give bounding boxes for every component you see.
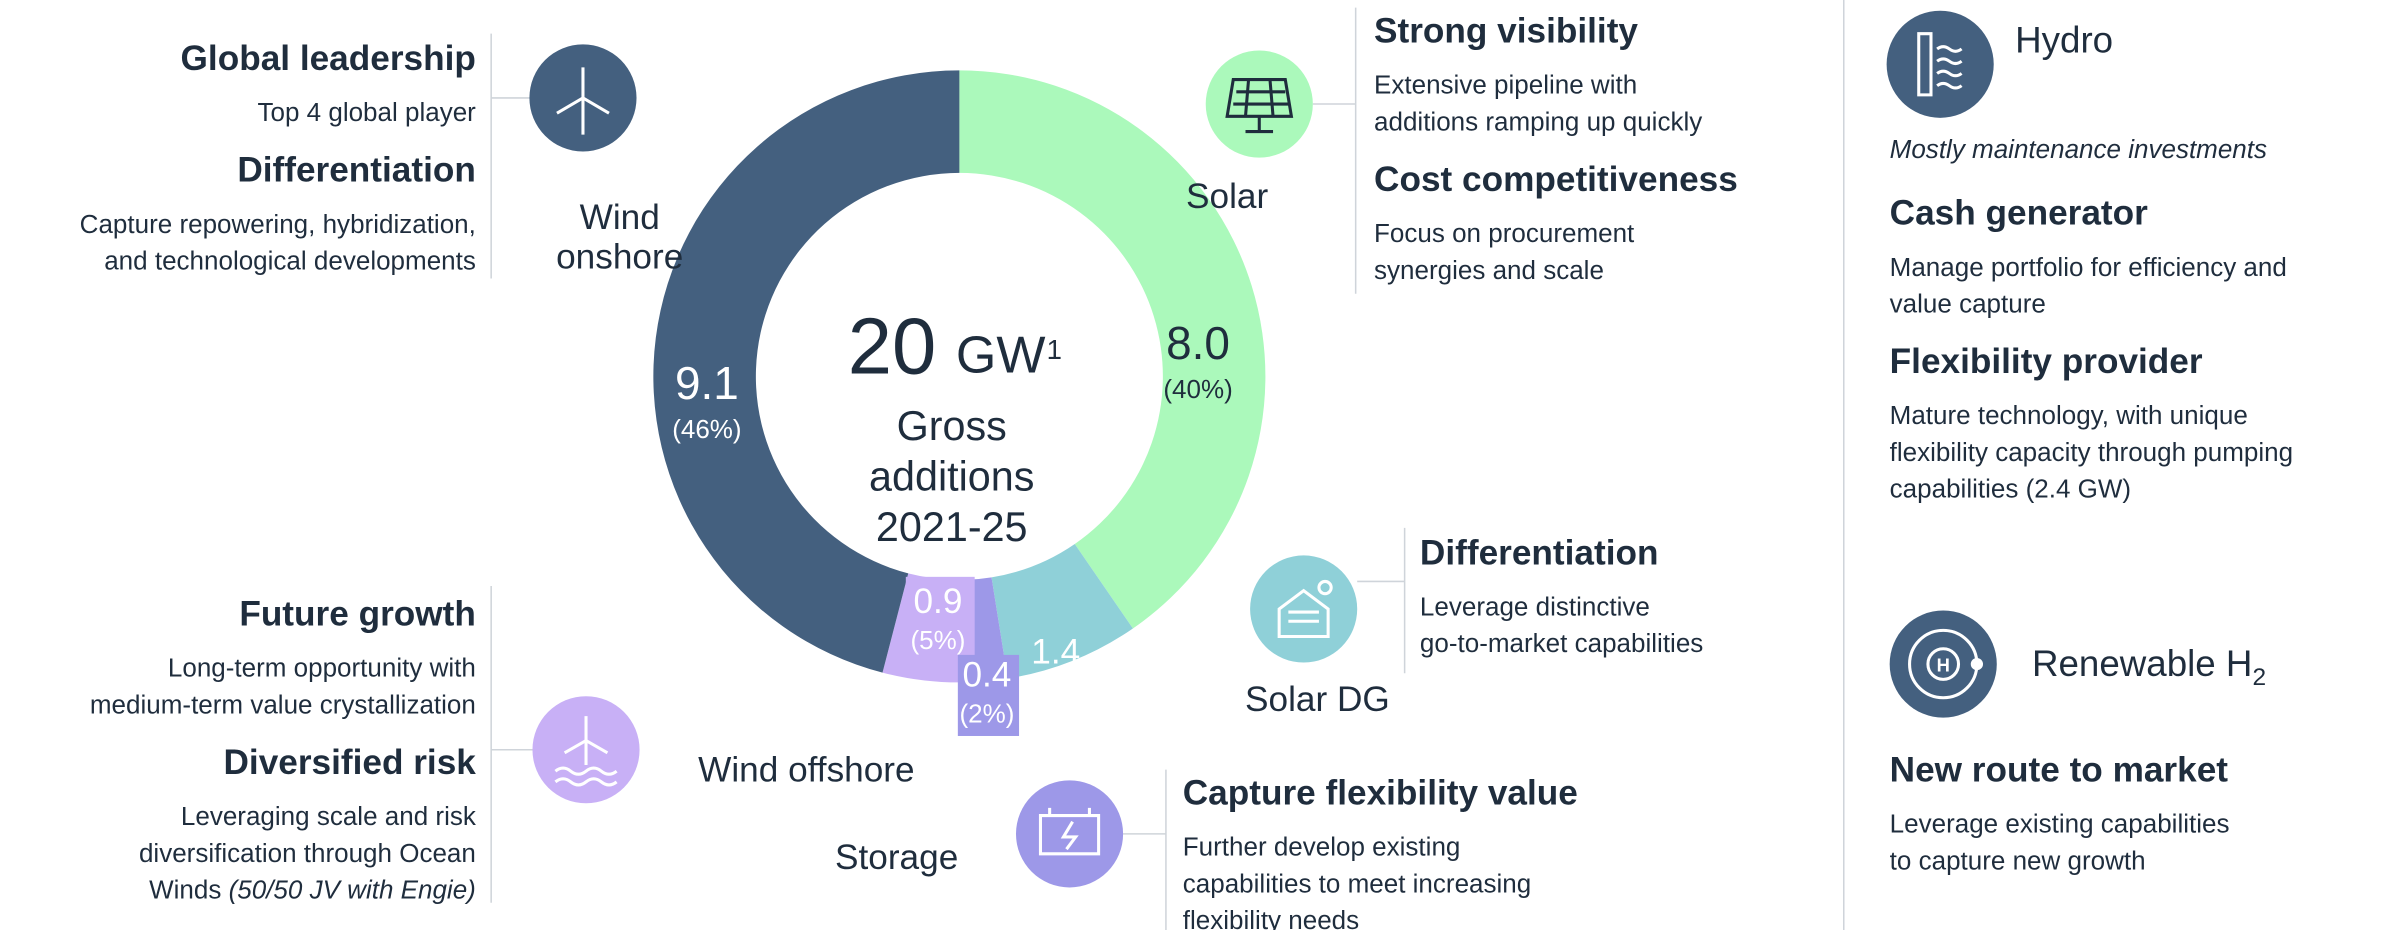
section-heading: Global leadership	[180, 37, 476, 78]
storage-icon	[1015, 780, 1124, 888]
share-label: (40%)	[1163, 375, 1233, 405]
section-text: Further develop existing	[1182, 832, 1461, 862]
category-label: Solar DG	[1245, 679, 1390, 719]
total-unit: GW	[955, 326, 1046, 385]
section-heading: Strong visibility	[1374, 10, 1639, 51]
section-text: Manage portfolio for efficiency and	[1889, 252, 2287, 282]
donut-segment	[653, 70, 960, 673]
share-label: (46%)	[672, 415, 742, 445]
section-text: and technological developments	[104, 246, 476, 276]
hydro-icon	[1886, 10, 1994, 118]
section-text: Mature technology, with unique	[1889, 401, 2248, 431]
section-heading: Capture flexibility value	[1182, 772, 1578, 813]
value-label: 1.4	[1031, 631, 1081, 672]
section-text: Leverage existing capabilities	[1889, 809, 2230, 839]
share-label: (5%)	[910, 626, 966, 656]
hydro-title: Hydro	[2015, 20, 2114, 62]
section-text: Top 4 global player	[257, 98, 476, 128]
section-heading: Cost competitiveness	[1374, 158, 1738, 199]
section-heading: New route to market	[1889, 749, 2228, 790]
donut	[653, 70, 1266, 736]
label-box	[905, 576, 975, 657]
section-text: Leveraging scale and risk	[180, 802, 476, 832]
share-label: 7%	[1036, 676, 1075, 706]
section-text: Winds (50/50 JV with Engie)	[149, 875, 476, 905]
value-label: 9.1	[674, 359, 739, 410]
h2-core	[1926, 647, 1961, 681]
center-label: Gross additions 2021-25	[869, 403, 1035, 551]
wind-icon-glyph	[556, 67, 610, 135]
category-label: Storage	[835, 836, 959, 877]
donut-segment	[991, 544, 1133, 679]
value-label: 8.0	[1166, 319, 1230, 370]
section-heading: Future growth	[239, 593, 476, 634]
section-text: Leverage distinctive	[1419, 592, 1650, 622]
section-heading: Differentiation	[1419, 532, 1659, 572]
category-label: Wind offshore	[698, 749, 915, 790]
section-text: capabilities to meet increasing	[1182, 869, 1532, 899]
offshore-glyph	[554, 716, 618, 787]
section-heading: Flexibility provider	[1889, 340, 2203, 381]
share-label: (2%)	[959, 699, 1015, 729]
section-text: additions ramping up quickly	[1374, 107, 1703, 137]
section-text: to capture new growth	[1889, 846, 2146, 876]
category-label: Solar	[1186, 175, 1269, 216]
h2-glyph: H	[1937, 655, 1950, 676]
total-value: 20	[847, 303, 937, 392]
connector-lines	[490, 0, 1845, 930]
h2-subscript: 2	[2252, 665, 2267, 692]
section-text: go-to-market capabilities	[1419, 629, 1704, 659]
section-heading: Cash generator	[1889, 192, 2148, 233]
section-text: diversification through Ocean	[138, 838, 476, 868]
h2-electron	[1970, 657, 1984, 671]
donut-segment	[959, 70, 1266, 629]
storage-glyph	[1038, 807, 1101, 856]
section-note: (50/50 JV with Engie)	[228, 875, 476, 905]
label-box	[957, 654, 1020, 736]
section-text: synergies and scale	[1374, 255, 1604, 285]
value-label: 0.4	[962, 654, 1012, 695]
section-heading: Differentiation	[237, 149, 476, 190]
h2-title: Renewable H2	[2031, 644, 2267, 692]
footnote-mark: 1	[1046, 334, 1062, 366]
section-text: flexibility capacity through pumping	[1889, 437, 2294, 468]
hydro-glyph	[1917, 32, 1963, 97]
h2-icon	[1889, 610, 1997, 718]
solar-icon-glyph	[1225, 78, 1294, 134]
section-text: Long-term opportunity with	[167, 653, 476, 683]
section-text: Focus on procurement	[1374, 219, 1635, 249]
sun-glyph	[1317, 579, 1333, 596]
hydro-subtitle: Mostly maintenance investments	[1889, 134, 2268, 165]
section-heading: Diversified risk	[223, 741, 476, 782]
category-label: Wind onshore	[556, 196, 684, 277]
section-text: Capture repowering, hybridization,	[79, 209, 476, 240]
section-text: Extensive pipeline with	[1374, 70, 1638, 100]
section-text: value capture	[1889, 289, 2046, 319]
solar-dg-glyph	[1277, 588, 1330, 639]
icons: H	[529, 10, 1997, 888]
section-text: capabilities (2.4 GW)	[1889, 474, 2132, 504]
section-text: medium-term value crystallization	[89, 690, 476, 720]
section-text: flexibility needs	[1182, 906, 1360, 930]
value-label: 0.9	[913, 581, 963, 621]
solar-dg-icon	[1250, 555, 1358, 663]
